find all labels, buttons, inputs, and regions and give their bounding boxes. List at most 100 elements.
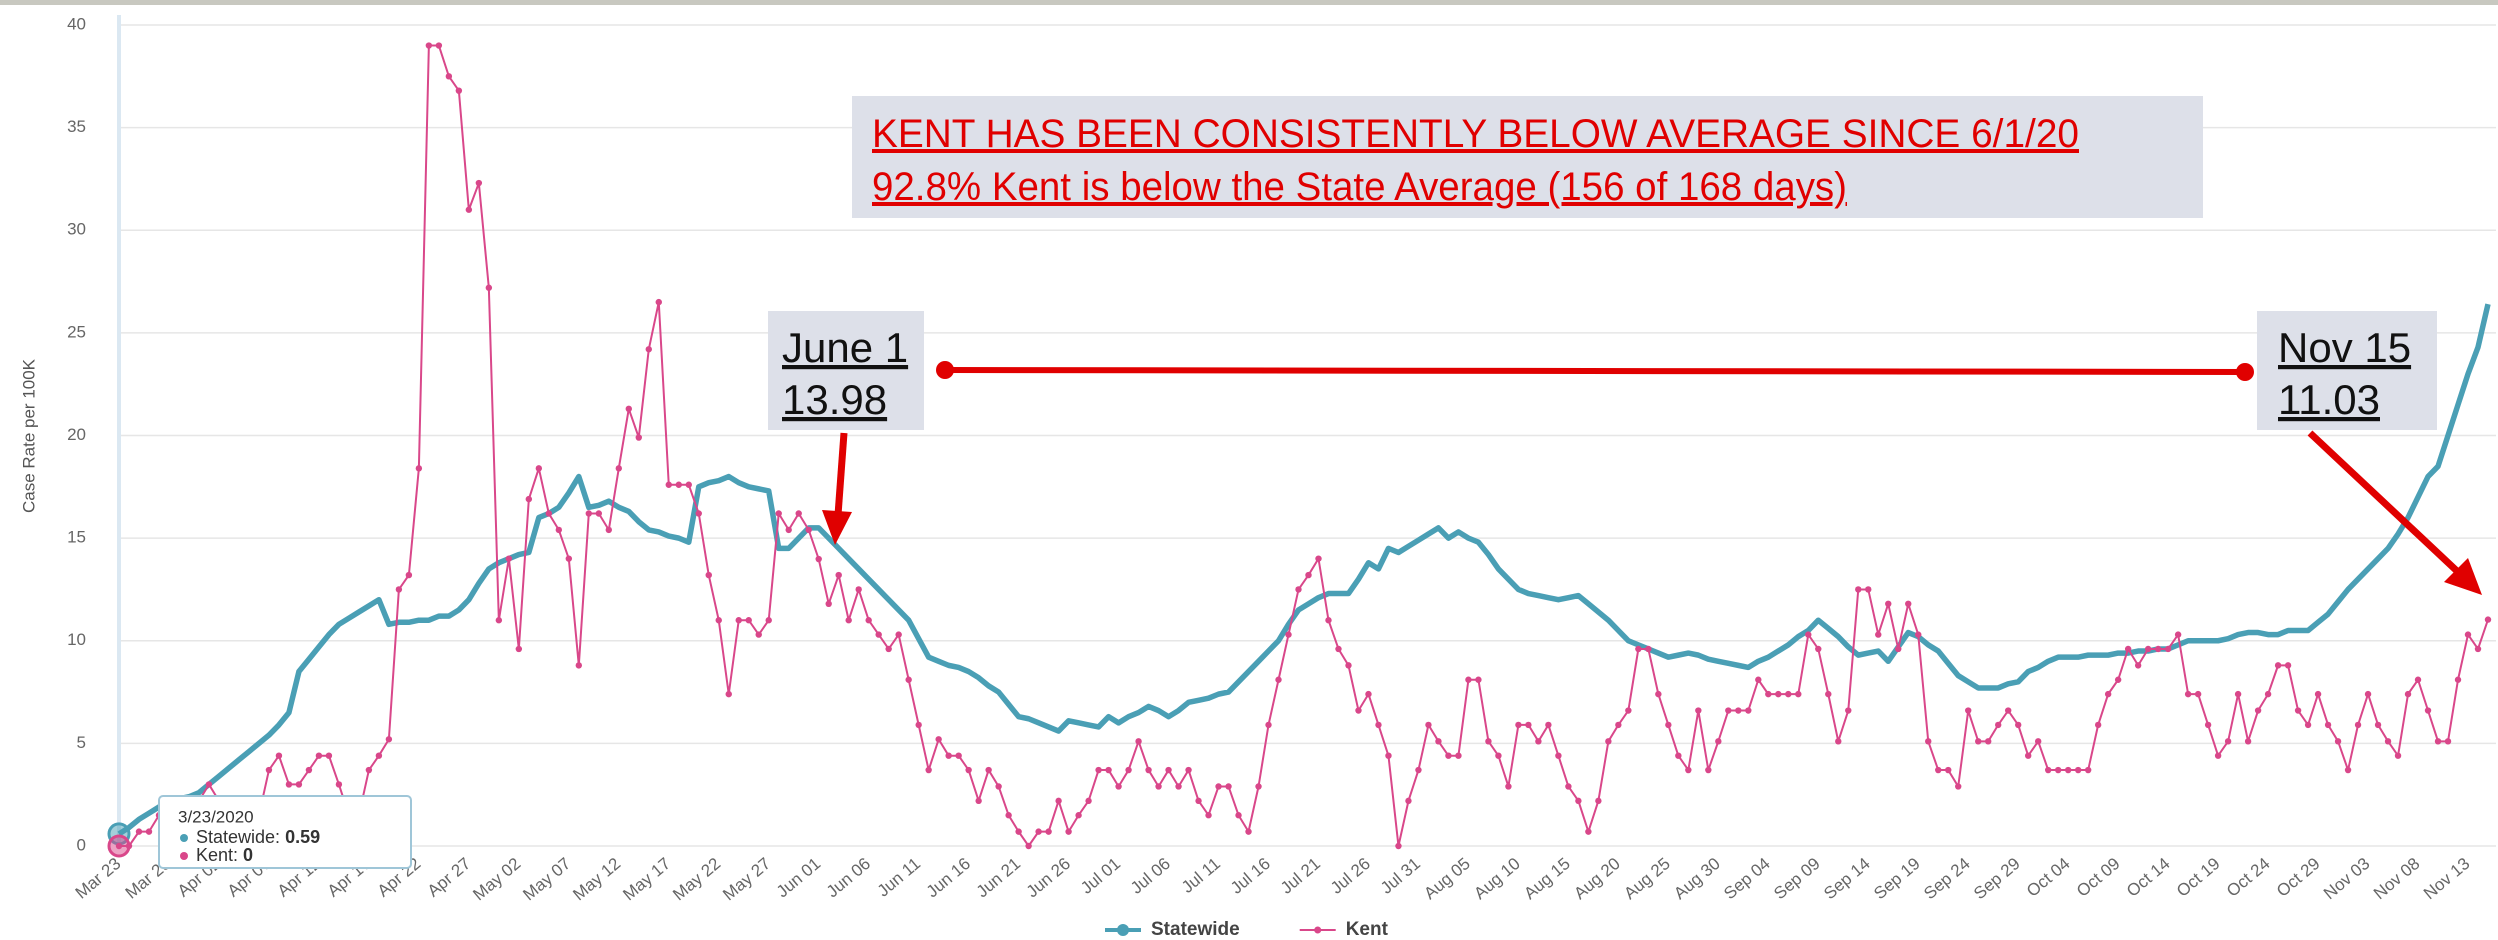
point (1135, 738, 1142, 745)
point (495, 617, 503, 624)
june-value: 13.98 (782, 376, 887, 423)
headline-box (852, 96, 2203, 218)
point (815, 555, 822, 563)
point (845, 617, 852, 624)
tooltip-date: 3/23/2020 (178, 807, 254, 826)
series-line (117, 303, 2491, 837)
point (1675, 752, 1682, 759)
legend-label: Statewide (1151, 919, 1240, 940)
point (1905, 600, 1912, 608)
point (2134, 662, 2142, 669)
point (535, 465, 543, 472)
point (2394, 752, 2402, 759)
point (2324, 721, 2332, 729)
point (2154, 645, 2162, 653)
x-tick-label: Oct 19 (2173, 854, 2224, 901)
point (1435, 738, 1442, 745)
point (1165, 766, 1172, 774)
point (1185, 766, 1192, 774)
x-tick-label: Mar 23 (72, 854, 125, 903)
point (1265, 721, 1272, 729)
point (575, 662, 583, 669)
point (1155, 783, 1162, 790)
point (1005, 812, 1012, 819)
point (1515, 721, 1522, 729)
point (715, 617, 722, 624)
point (1645, 645, 1652, 653)
point (2054, 766, 2062, 774)
arrow-head (822, 510, 852, 545)
point (405, 571, 413, 579)
point (1305, 571, 1312, 579)
tooltip-value: 0 (243, 845, 253, 865)
point (635, 434, 642, 441)
y-tick-label: 40 (67, 14, 86, 33)
point (455, 87, 463, 94)
point (665, 481, 672, 488)
x-tick-label: Aug 20 (1570, 854, 1623, 903)
x-tick-label: Jun 11 (874, 854, 924, 901)
x-tick-label: Jun 01 (773, 854, 824, 901)
y-tick-label: 10 (67, 630, 86, 649)
point (755, 631, 762, 638)
point (805, 526, 812, 534)
tooltip-swatch (180, 852, 188, 860)
point (1315, 555, 1322, 562)
point (1355, 707, 1362, 714)
point (1785, 690, 1792, 698)
x-tick-label: Sep 24 (1920, 854, 1973, 903)
point (465, 206, 473, 213)
point (2074, 766, 2082, 774)
x-tick-label: Sep 19 (1870, 854, 1923, 903)
point (2214, 752, 2222, 759)
point (485, 284, 493, 291)
connector (944, 367, 2246, 375)
point (385, 736, 393, 743)
point (1325, 617, 1332, 624)
point (2284, 662, 2292, 669)
point (1875, 631, 1882, 638)
x-tick-label: Jun 21 (973, 854, 1024, 901)
point (895, 631, 902, 638)
point (2224, 738, 2232, 745)
point (315, 752, 323, 759)
point (1055, 797, 1062, 805)
x-tick-label: Sep 09 (1770, 854, 1823, 903)
point (545, 510, 553, 517)
june-label: June 1 (782, 324, 908, 371)
y-tick-label: 0 (77, 835, 86, 854)
tooltip-swatch (180, 834, 188, 842)
point (1025, 842, 1032, 850)
point (1085, 797, 1092, 805)
point (1575, 797, 1582, 805)
point (2254, 707, 2262, 714)
point (1965, 707, 1972, 714)
point (435, 42, 443, 49)
x-tick-label: Nov 13 (2420, 854, 2473, 903)
point (1555, 752, 1562, 759)
x-tick-label: May 17 (619, 854, 674, 904)
point (655, 298, 662, 306)
point (1865, 586, 1872, 593)
point (1245, 828, 1252, 835)
x-tick-label: Aug 25 (1620, 854, 1673, 903)
y-tick-label: 30 (67, 220, 86, 239)
point (2354, 721, 2362, 729)
nov-box (2257, 311, 2437, 430)
point (1145, 766, 1152, 774)
connector-end (936, 361, 954, 379)
tooltip-label: Kent: (196, 845, 238, 865)
point (645, 346, 652, 353)
point (2274, 662, 2282, 669)
point (2044, 766, 2052, 774)
point (1095, 766, 1102, 774)
point (1815, 645, 1822, 653)
point (625, 405, 632, 413)
x-tick-label: May 22 (669, 854, 724, 904)
point (2294, 707, 2302, 714)
x-tick-label: Sep 29 (1970, 854, 2023, 903)
point (525, 495, 533, 503)
point (735, 617, 742, 624)
point (1705, 766, 1712, 774)
